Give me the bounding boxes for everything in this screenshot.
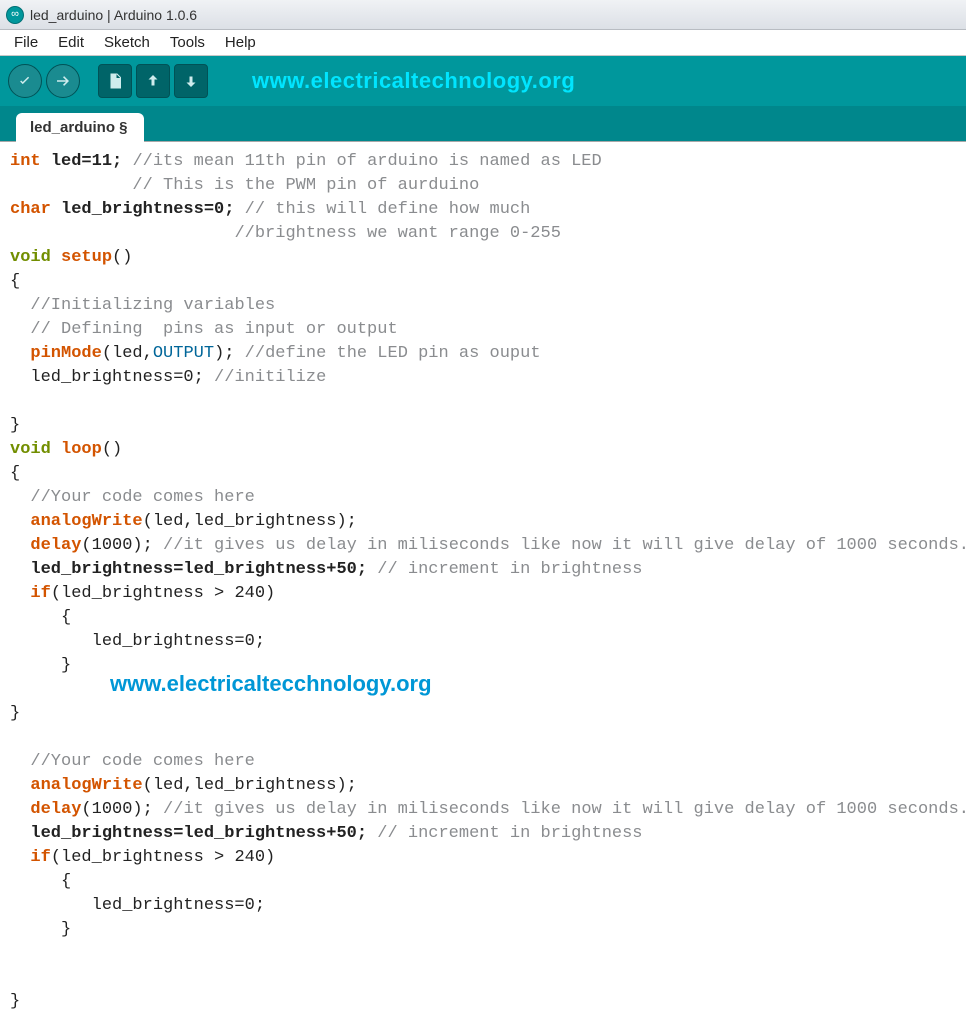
code-line: //brightness we want range 0-255: [10, 222, 958, 246]
code-line: [10, 942, 958, 966]
new-button[interactable]: [98, 64, 132, 98]
code-line: delay(1000); //it gives us delay in mili…: [10, 534, 958, 558]
arrow-down-icon: [182, 72, 200, 90]
code-line: void setup(): [10, 246, 958, 270]
code-line: // Defining pins as input or output: [10, 318, 958, 342]
code-line: if(led_brightness > 240): [10, 846, 958, 870]
arrow-up-icon: [144, 72, 162, 90]
check-icon: [16, 72, 34, 90]
file-icon: [106, 72, 124, 90]
code-line: {: [10, 270, 958, 294]
save-button[interactable]: [174, 64, 208, 98]
code-editor[interactable]: int led=11; //its mean 11th pin of ardui…: [0, 142, 966, 1024]
code-line: if(led_brightness > 240): [10, 582, 958, 606]
code-line: led_brightness=0; //initilize: [10, 366, 958, 390]
verify-button[interactable]: [8, 64, 42, 98]
code-line: //Initializing variables: [10, 294, 958, 318]
menu-file[interactable]: File: [4, 32, 48, 53]
code-line: analogWrite(led,led_brightness);: [10, 510, 958, 534]
code-line: }: [10, 414, 958, 438]
code-line: char led_brightness=0; // this will defi…: [10, 198, 958, 222]
code-line: [10, 726, 958, 750]
toolbar: www.electricaltechnology.org: [0, 56, 966, 106]
code-line: led_brightness=0;: [10, 630, 958, 654]
menubar: File Edit Sketch Tools Help: [0, 30, 966, 56]
code-line: led_brightness=led_brightness+50; // inc…: [10, 558, 958, 582]
menu-sketch[interactable]: Sketch: [94, 32, 160, 53]
tabbar: led_arduino §: [0, 106, 966, 142]
arduino-app-icon: [6, 6, 24, 24]
code-line: int led=11; //its mean 11th pin of ardui…: [10, 150, 958, 174]
window-title: led_arduino | Arduino 1.0.6: [30, 7, 197, 23]
menu-edit[interactable]: Edit: [48, 32, 94, 53]
code-line: }: [10, 990, 958, 1014]
menu-tools[interactable]: Tools: [160, 32, 215, 53]
code-line: //Your code comes here: [10, 750, 958, 774]
arrow-right-icon: [54, 72, 72, 90]
code-line: led_brightness=0;: [10, 894, 958, 918]
code-line: {: [10, 606, 958, 630]
tab-sketch[interactable]: led_arduino §: [16, 113, 144, 142]
code-line: analogWrite(led,led_brightness);: [10, 774, 958, 798]
code-line: void loop(): [10, 438, 958, 462]
code-line: delay(1000); //it gives us delay in mili…: [10, 798, 958, 822]
code-line: }: [10, 702, 958, 726]
window-titlebar: led_arduino | Arduino 1.0.6: [0, 0, 966, 30]
code-line: //Your code comes here: [10, 486, 958, 510]
watermark-text: www.electricaltecchnology.org: [110, 672, 432, 696]
code-line: led_brightness=led_brightness+50; // inc…: [10, 822, 958, 846]
code-line: [10, 966, 958, 990]
open-button[interactable]: [136, 64, 170, 98]
code-line: {: [10, 462, 958, 486]
code-line: }: [10, 918, 958, 942]
code-line: pinMode(led,OUTPUT); //define the LED pi…: [10, 342, 958, 366]
code-line: [10, 390, 958, 414]
toolbar-url-text: www.electricaltechnology.org: [252, 68, 575, 94]
menu-help[interactable]: Help: [215, 32, 266, 53]
code-line: // This is the PWM pin of aurduino: [10, 174, 958, 198]
upload-button[interactable]: [46, 64, 80, 98]
code-line: {: [10, 870, 958, 894]
